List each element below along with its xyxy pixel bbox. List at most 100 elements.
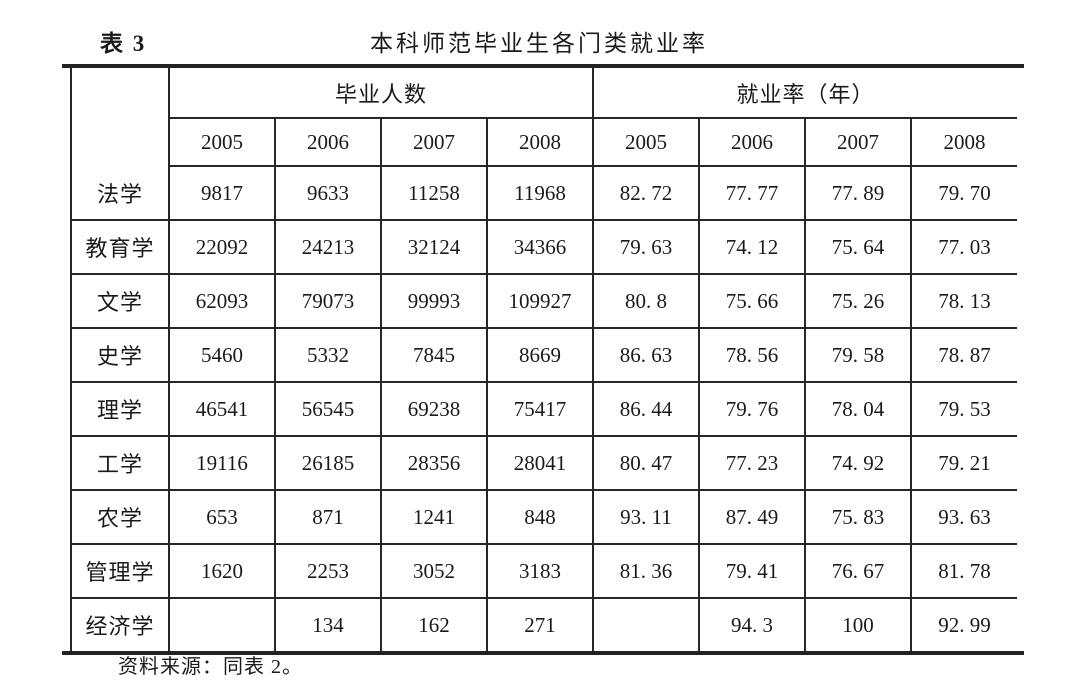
table-cell: 92. 99 xyxy=(938,612,991,637)
table-cell: 11968 xyxy=(487,166,595,221)
table-cell: 87. 49 xyxy=(699,490,807,545)
table-wrapper: 毕业人数 就业率（年） 2005 2006 2007 2008 2005 200… xyxy=(62,64,1024,655)
table-cell: 78. 56 xyxy=(699,328,807,383)
corner-cell xyxy=(70,68,170,166)
table-cell: 93. 63 xyxy=(911,490,1018,545)
table-cell: 100 xyxy=(805,598,913,651)
table-cell: 74. 12 xyxy=(699,220,807,275)
table-cell: 28356 xyxy=(381,436,488,491)
row-category: 经济学 xyxy=(70,598,170,651)
table-cell xyxy=(169,598,276,651)
table-cell: 56545 xyxy=(275,382,382,437)
table-cell: 34366 xyxy=(487,220,595,275)
table-cell: 77. 77 xyxy=(699,166,807,221)
table-cell: 75. 83 xyxy=(805,490,913,545)
table-cell: 79. 76 xyxy=(699,382,807,437)
table-row: 教育学 22092 24213 32124 34366 79. 63 74. 1… xyxy=(70,220,1018,275)
table-cell: 1620 xyxy=(169,544,276,599)
table-row: 农学 653 871 1241 848 93. 11 87. 49 75. 83… xyxy=(70,490,1018,545)
table-row: 管理学 1620 2253 3052 3183 81. 36 79. 41 76… xyxy=(70,544,1018,599)
group-header-employment-rate: 就业率（年） xyxy=(593,68,1018,119)
header-group-row: 毕业人数 就业率（年） xyxy=(70,68,1018,166)
year-header: 2006 xyxy=(275,118,382,167)
table-cell: 3052 xyxy=(381,544,488,599)
table-row: 理学 46541 56545 69238 75417 86. 44 79. 76… xyxy=(70,382,1018,437)
row-category: 管理学 xyxy=(70,544,170,599)
table-cell: 99993 xyxy=(381,274,488,329)
header-year-row: 2005 2006 2007 2008 2005 2006 2007 2008 xyxy=(71,118,1018,167)
table-cell: 86. 44 xyxy=(593,382,701,437)
table-number: 表 3 xyxy=(100,31,147,56)
group-header-graduates: 毕业人数 xyxy=(169,68,595,119)
table-cell: 79. 63 xyxy=(593,220,701,275)
table-cell: 19116 xyxy=(169,436,276,491)
table-cell: 78. 13 xyxy=(911,274,1018,329)
table-title: 本科师范毕业生各门类就业率 xyxy=(370,31,708,56)
row-category: 理学 xyxy=(70,382,170,437)
table-cell: 5332 xyxy=(275,328,382,383)
row-category: 教育学 xyxy=(70,220,170,275)
table-cell: 28041 xyxy=(487,436,595,491)
table-cell: 78. 87 xyxy=(911,328,1018,383)
table-cell: 80. 8 xyxy=(593,274,701,329)
table-row: 工学 19116 26185 28356 28041 80. 47 77. 23… xyxy=(70,436,1018,491)
row-category: 文学 xyxy=(70,274,170,329)
table-cell: 69238 xyxy=(381,382,488,437)
table-cell: 77. 89 xyxy=(805,166,913,221)
table-cell: 86. 63 xyxy=(593,328,701,383)
table-row: 法学 9817 9633 11258 11968 82. 72 77. 77 7… xyxy=(70,166,1018,221)
table-caption-row: 表 3 本科师范毕业生各门类就业率 xyxy=(62,24,1016,62)
table-cell: 94. 3 xyxy=(699,598,807,651)
table-cell: 79. 21 xyxy=(911,436,1018,491)
table-cell: 93. 11 xyxy=(593,490,701,545)
year-header: 2007 xyxy=(805,118,913,167)
table-cell: 3183 xyxy=(487,544,595,599)
table-cell: 271 xyxy=(487,598,595,651)
table-cell: 46541 xyxy=(169,382,276,437)
table-cell: 79. 58 xyxy=(805,328,913,383)
table-cell: 32124 xyxy=(381,220,488,275)
row-category: 史学 xyxy=(70,328,170,383)
table-cell: 80. 47 xyxy=(593,436,701,491)
table-cell: 79. 53 xyxy=(911,382,1018,437)
table-cell: 78. 04 xyxy=(805,382,913,437)
year-header: 2005 xyxy=(169,118,276,167)
year-header: 2006 xyxy=(699,118,807,167)
table-cell: 1241 xyxy=(381,490,488,545)
table-cell: 8669 xyxy=(487,328,595,383)
table-cell: 653 xyxy=(169,490,276,545)
table-cell: 22092 xyxy=(169,220,276,275)
table-cell: 9633 xyxy=(275,166,382,221)
table-cell: 76. 67 xyxy=(805,544,913,599)
table-cell: 77. 03 xyxy=(911,220,1018,275)
table-cell: 871 xyxy=(275,490,382,545)
table-cell: 75417 xyxy=(487,382,595,437)
year-header: 2007 xyxy=(381,118,488,167)
table-row: 史学 5460 5332 7845 8669 86. 63 78. 56 79.… xyxy=(70,328,1018,383)
table-cell: 81. 78 xyxy=(911,544,1018,599)
year-header: 2008 xyxy=(911,118,1018,167)
table-cell: 9817 xyxy=(169,166,276,221)
table-cell: 7845 xyxy=(381,328,488,383)
table-cell: 11258 xyxy=(381,166,488,221)
table-cell: 75. 64 xyxy=(805,220,913,275)
table-cell: 82. 72 xyxy=(593,166,701,221)
table-cell: 162 xyxy=(381,598,488,651)
table-cell: 5460 xyxy=(169,328,276,383)
table-cell: 74. 92 xyxy=(805,436,913,491)
table-cell: 24213 xyxy=(275,220,382,275)
source-note: 资料来源：同表 2。 xyxy=(118,656,303,678)
year-header: 2008 xyxy=(487,118,595,167)
table-cell: 75. 26 xyxy=(805,274,913,329)
data-table: 毕业人数 就业率（年） 2005 2006 2007 2008 2005 200… xyxy=(70,68,1018,651)
row-category: 工学 xyxy=(70,436,170,491)
table-cell: 62093 xyxy=(169,274,276,329)
table-cell: 79. 70 xyxy=(911,166,1018,221)
table-cell: 134 xyxy=(275,598,382,651)
table-cell: 109927 xyxy=(487,274,595,329)
year-header: 2005 xyxy=(593,118,701,167)
row-category: 法学 xyxy=(70,166,170,221)
table-cell: 77. 23 xyxy=(699,436,807,491)
table-row: 文学 62093 79073 99993 109927 80. 8 75. 66… xyxy=(70,274,1018,329)
